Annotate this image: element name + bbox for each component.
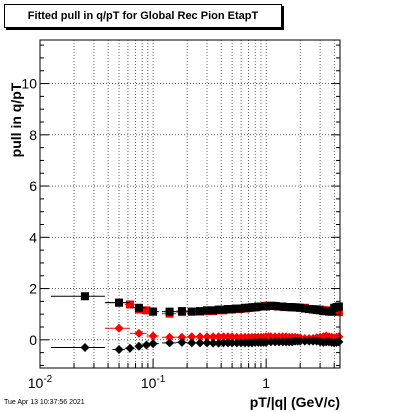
data-point-diamond — [195, 332, 205, 342]
data-point-square — [149, 307, 158, 316]
data-point-square — [203, 306, 212, 315]
data-point-square — [228, 305, 237, 314]
data-point-square — [134, 303, 143, 312]
data-point-diamond — [202, 332, 212, 342]
data-point-square — [177, 307, 186, 316]
data-point-diamond — [177, 337, 187, 347]
data-point-square — [334, 302, 343, 311]
chart-title: Fitted pull in q/pT for Global Rec Pion … — [4, 4, 282, 28]
y-tick-label: 2 — [29, 281, 37, 297]
data-point-diamond — [214, 338, 224, 348]
series-layer — [50, 292, 344, 355]
data-point-square — [300, 304, 309, 313]
x-axis-label: pT/|q| (GeV/c) — [250, 394, 340, 410]
data-point-diamond — [202, 338, 212, 348]
data-point-square — [125, 300, 134, 309]
data-point-diamond — [114, 323, 124, 333]
y-tick-label: 0 — [29, 332, 37, 348]
x-tick-label: 1 — [262, 375, 270, 391]
data-point-diamond — [134, 328, 144, 338]
data-point-diamond — [177, 332, 187, 342]
data-point-diamond — [80, 343, 90, 352]
data-point-square — [142, 306, 151, 315]
data-point-diamond — [125, 343, 135, 353]
data-point-diamond — [208, 338, 218, 348]
data-point-diamond — [114, 345, 124, 355]
grid-lines — [39, 40, 340, 368]
data-point-square — [165, 307, 174, 316]
data-point-square — [214, 305, 223, 314]
data-point-diamond — [165, 332, 175, 342]
data-point-square — [232, 304, 241, 313]
data-point-diamond — [295, 336, 305, 346]
data-point-diamond — [214, 332, 224, 342]
x-tick-label: 10-1 — [141, 374, 166, 391]
y-tick-label: 6 — [29, 178, 37, 194]
y-tick-label: 10 — [21, 76, 37, 92]
data-point-square — [296, 303, 305, 312]
data-point-square — [187, 307, 196, 316]
y-tick-label: 4 — [29, 229, 37, 245]
series-3 — [50, 336, 344, 355]
data-point-square — [209, 306, 218, 315]
y-tick-label: 8 — [29, 127, 37, 143]
axes: 0 2 4 6 8 10 10-2 10-1 1 — [21, 44, 340, 391]
data-point-square — [262, 302, 271, 311]
data-point-square — [334, 308, 343, 317]
data-point-diamond — [148, 331, 158, 341]
series-2 — [50, 292, 343, 316]
data-point-diamond — [142, 340, 152, 350]
data-point-square — [224, 305, 233, 314]
plot-frame — [39, 39, 341, 369]
data-point-diamond — [195, 338, 205, 348]
data-point-square — [266, 301, 275, 310]
timestamp-footer: Tue Apr 13 10:37:56 2021 — [4, 399, 85, 406]
data-point-diamond — [187, 332, 197, 342]
data-point-diamond — [227, 338, 237, 348]
data-point-square — [80, 292, 89, 301]
y-axis-label: pull in q/pT — [8, 82, 24, 157]
data-point-diamond — [148, 339, 158, 349]
data-point-diamond — [187, 338, 197, 348]
data-point-square — [195, 307, 204, 316]
data-point-square — [219, 305, 228, 314]
data-point-diamond — [134, 341, 144, 351]
x-tick-label: 10-2 — [28, 374, 53, 391]
data-point-diamond — [165, 338, 175, 348]
data-point-square — [115, 298, 124, 307]
data-point-diamond — [208, 332, 218, 342]
